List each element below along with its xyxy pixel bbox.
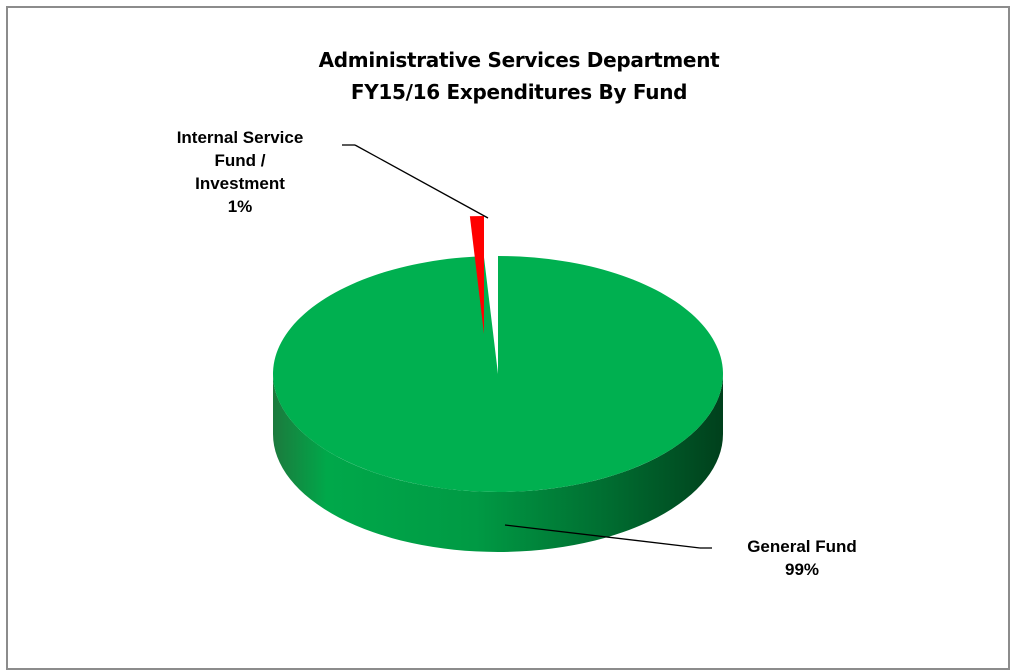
- data-label-general-fund: General Fund 99%: [712, 535, 892, 581]
- data-label-general-fund-percent: 99%: [784, 560, 820, 579]
- data-label-internal-service-line-3: Investment: [195, 174, 285, 193]
- pie-slice-top-internal-service: [469, 216, 484, 334]
- pie-slice-general-fund: [273, 256, 724, 552]
- chart-title: Administrative Services Department FY15/…: [0, 44, 1014, 108]
- data-label-internal-service-line-2: Fund /: [214, 151, 266, 170]
- pie-slice-side-general-fund: [273, 374, 723, 552]
- data-label-internal-service: Internal Service Fund / Investment 1%: [150, 126, 330, 218]
- data-label-general-fund-line-1: General Fund: [747, 537, 857, 556]
- chart-title-line-1: Administrative Services Department: [318, 48, 720, 72]
- data-label-internal-service-percent: 1%: [227, 197, 253, 216]
- leader-line-general-fund: [504, 524, 701, 549]
- pie-slice-top-general-fund: [273, 256, 724, 493]
- data-label-internal-service-line-1: Internal Service: [176, 128, 304, 147]
- leader-line-internal-service-diag: [354, 144, 489, 219]
- chart-title-line-2: FY15/16 Expenditures By Fund: [350, 80, 688, 104]
- pie-slice-internal-service: [469, 216, 484, 334]
